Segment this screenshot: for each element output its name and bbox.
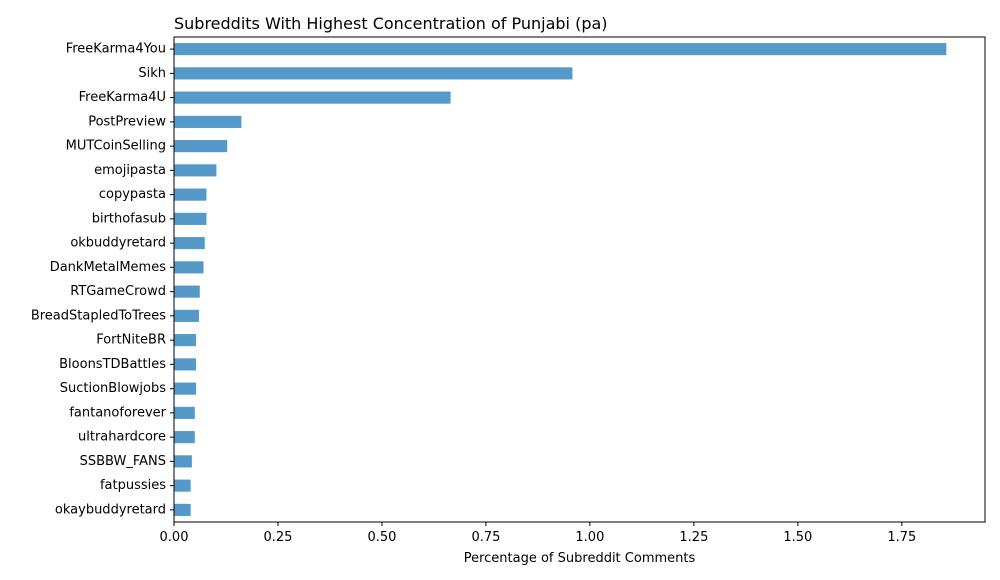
bar-dankmetalmemes	[174, 261, 204, 274]
x-tick-label: 1.50	[783, 530, 812, 545]
bar-okbuddyretard	[174, 237, 205, 250]
y-tick-label: BreadStapledToTrees	[31, 308, 166, 323]
y-tick-label: FreeKarma4U	[79, 90, 166, 105]
bar-breadstapledtotrees	[174, 309, 199, 322]
chart-title: Subreddits With Highest Concentration of…	[174, 14, 608, 33]
y-tick-label: fatpussies	[100, 478, 166, 493]
y-tick-label: okaybuddyretard	[55, 502, 166, 517]
bar-bloonstdbattles	[174, 358, 197, 371]
y-tick-label: MUTCoinSelling	[66, 139, 166, 154]
y-tick-label: copypasta	[99, 187, 166, 202]
bar-ssbbw-fans	[174, 455, 192, 468]
y-tick-label: Sikh	[138, 66, 166, 81]
y-tick-label: FortNiteBR	[96, 333, 166, 348]
x-tick-label: 0.25	[263, 530, 292, 545]
bars-group	[174, 43, 947, 516]
bar-ultrahardcore	[174, 431, 195, 444]
x-tick-label: 0.00	[160, 530, 189, 545]
bar-copypasta	[174, 188, 207, 201]
x-tick-label: 1.75	[887, 530, 916, 545]
bar-suctionblowjobs	[174, 382, 197, 395]
bar-birthofasub	[174, 212, 207, 225]
bar-freekarma4you	[174, 43, 947, 56]
y-tick-label: FreeKarma4You	[66, 42, 166, 57]
x-tick-label: 0.50	[367, 530, 396, 545]
y-tick-label: birthofasub	[92, 211, 166, 226]
x-axis-label: Percentage of Subreddit Comments	[464, 551, 696, 566]
y-tick-label: SuctionBlowjobs	[60, 381, 166, 396]
bar-emojipasta	[174, 164, 217, 177]
plot-frame	[173, 36, 986, 523]
bar-okaybuddyretard	[174, 503, 191, 516]
bar-mutcoinselling	[174, 140, 228, 153]
x-tick-label: 1.00	[575, 530, 604, 545]
y-tick-label: SSBBW_FANS	[80, 454, 166, 469]
y-tick-label: fantanoforever	[69, 405, 166, 420]
x-tick-label: 1.25	[679, 530, 708, 545]
x-tick-label: 0.75	[471, 530, 500, 545]
y-tick-label: RTGameCrowd	[70, 284, 166, 299]
bar-fortnitebr	[174, 334, 197, 347]
y-tick-label: BloonsTDBattles	[59, 357, 166, 372]
y-tick-label: emojipasta	[94, 163, 166, 178]
x-ticks: 0.00 0.25 0.50 0.75 1.00 1.25 1.50 1.75	[160, 522, 916, 545]
y-tick-labels: FreeKarma4You Sikh FreeKarma4U PostPreview M…	[31, 42, 174, 517]
bar-fantanoforever	[174, 406, 195, 419]
bar-fatpussies	[174, 479, 191, 492]
bar-rtgamecrowd	[174, 285, 200, 298]
bar-postpreview	[174, 115, 242, 128]
y-tick-label: okbuddyretard	[70, 236, 166, 251]
y-tick-label: DankMetalMemes	[50, 260, 167, 275]
bar-sikh	[174, 67, 573, 80]
y-tick-label: PostPreview	[88, 114, 166, 129]
bar-freekarma4u	[174, 91, 451, 104]
y-tick-label: ultrahardcore	[78, 430, 166, 445]
